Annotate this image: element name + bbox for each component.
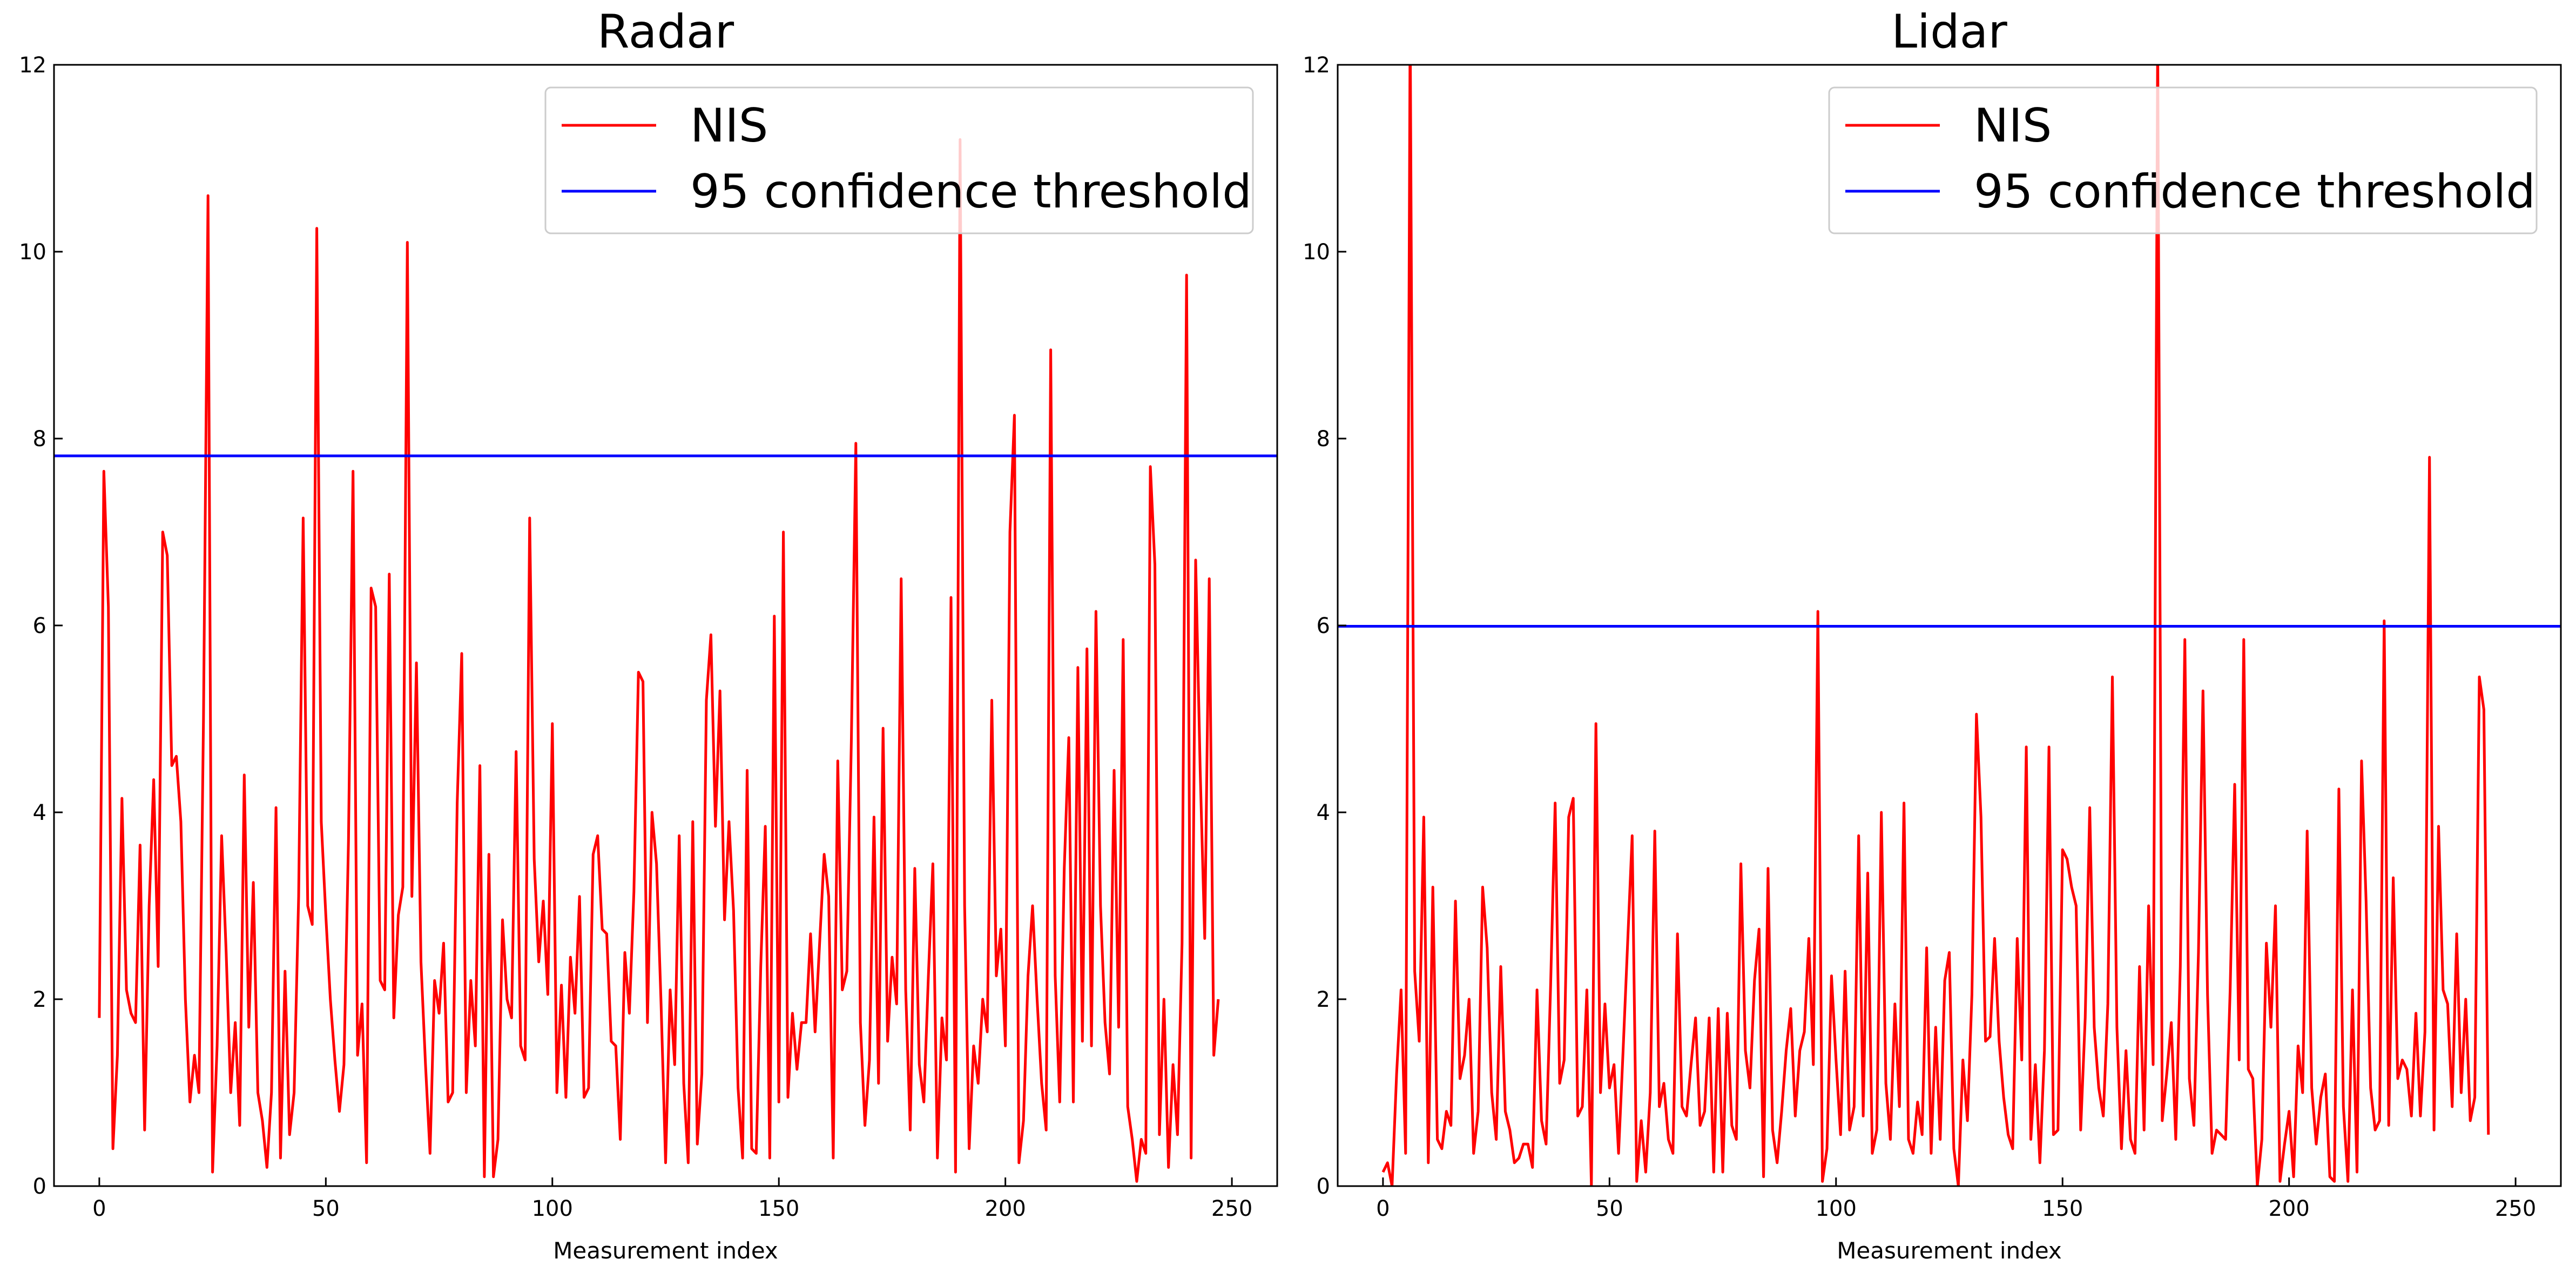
lidar-title: Lidar <box>1891 5 2007 59</box>
lidar-x-tick-label: 200 <box>2268 1196 2309 1221</box>
lidar-y-tick-label: 8 <box>1317 427 1330 452</box>
lidar-x-tick-label: 250 <box>2495 1196 2536 1221</box>
lidar-y-tick-label: 12 <box>1303 53 1330 78</box>
radar-y-tick-label: 2 <box>33 987 46 1012</box>
radar-x-tick-label: 150 <box>758 1196 799 1221</box>
lidar-x-tick-label: 0 <box>1376 1196 1390 1221</box>
radar-title: Radar <box>597 5 734 59</box>
lidar-y-tick-label: 0 <box>1317 1174 1330 1199</box>
lidar-legend-box <box>1828 86 2538 234</box>
radar-legend-nis-label: NIS <box>690 99 768 153</box>
radar-legend-threshold-label: 95 confidence threshold <box>690 165 1252 219</box>
lidar-x-tick-label: 100 <box>1816 1196 1857 1221</box>
lidar-x-tick-label: 150 <box>2042 1196 2083 1221</box>
radar-legend: NIS 95 confidence threshold <box>544 86 1254 234</box>
lidar-y-tick-label: 6 <box>1317 614 1330 638</box>
lidar-panel: Lidar Measurement index 0 50 100 150 200 250 … <box>1303 5 2562 1264</box>
lidar-y-ticks: 0 2 4 6 8 10 12 <box>1303 53 1346 1199</box>
lidar-x-axis-label: Measurement index <box>1837 1237 2062 1264</box>
lidar-nis-line <box>1381 65 2490 1186</box>
radar-x-tick-label: 0 <box>92 1196 106 1221</box>
lidar-y-tick-label: 10 <box>1303 240 1330 265</box>
radar-y-tick-label: 6 <box>33 614 46 638</box>
radar-nis-line <box>98 138 1220 1183</box>
radar-y-tick-label: 0 <box>33 1174 46 1199</box>
radar-legend-box <box>544 86 1254 234</box>
radar-x-tick-label: 200 <box>984 1196 1026 1221</box>
radar-x-ticks: 0 50 100 150 200 250 <box>92 1177 1252 1221</box>
lidar-x-tick-label: 50 <box>1596 1196 1623 1221</box>
lidar-plot-area <box>1338 65 2561 1186</box>
radar-y-tick-label: 12 <box>19 53 46 78</box>
radar-x-tick-label: 50 <box>312 1196 340 1221</box>
radar-y-tick-label: 4 <box>33 800 46 825</box>
radar-y-tick-label: 8 <box>33 427 46 452</box>
radar-y-tick-label: 10 <box>19 240 46 265</box>
lidar-legend-nis-label: NIS <box>1974 99 2052 153</box>
radar-panel: Radar Measurement index 0 50 100 150 200 250 … <box>19 5 1278 1264</box>
radar-x-axis-label: Measurement index <box>553 1237 778 1264</box>
lidar-x-ticks: 0 50 100 150 200 250 <box>1376 1177 2536 1221</box>
radar-plot-area <box>54 138 1277 1183</box>
lidar-y-tick-label: 2 <box>1317 987 1330 1012</box>
radar-y-ticks: 0 2 4 6 8 10 12 <box>19 53 63 1199</box>
lidar-legend-threshold-label: 95 confidence threshold <box>1974 165 2535 219</box>
lidar-y-tick-label: 4 <box>1317 800 1330 825</box>
radar-x-tick-label: 250 <box>1211 1196 1252 1221</box>
lidar-legend: NIS 95 confidence threshold <box>1828 86 2538 234</box>
radar-x-tick-label: 100 <box>532 1196 573 1221</box>
